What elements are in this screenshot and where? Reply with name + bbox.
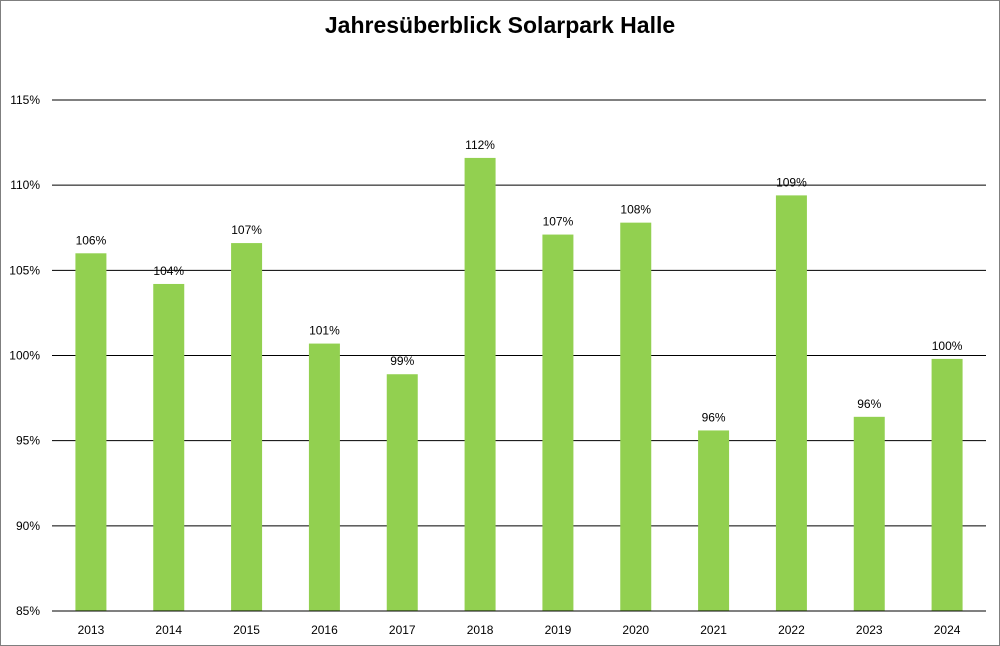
x-tick-label: 2022 <box>778 623 805 637</box>
x-tick-label: 2024 <box>934 623 961 637</box>
y-tick-label: 105% <box>9 263 40 277</box>
bar <box>775 195 807 612</box>
data-label: 101% <box>309 324 340 338</box>
data-label: 96% <box>702 410 726 424</box>
x-tick-label: 2018 <box>467 623 494 637</box>
y-tick-label: 90% <box>16 519 40 533</box>
y-tick-label: 100% <box>9 349 40 363</box>
x-tick-label: 2013 <box>78 623 105 637</box>
bar <box>620 222 652 611</box>
x-tick-label: 2015 <box>233 623 260 637</box>
bar <box>464 157 496 611</box>
y-tick-label: 95% <box>16 434 40 448</box>
y-tick-label: 110% <box>10 178 40 192</box>
y-tick-label: 85% <box>16 604 40 618</box>
data-label: 112% <box>465 138 495 152</box>
bar <box>231 243 263 611</box>
x-axis-ticks: 2013 2014 2015 2016 2017 2018 2019 2020 2021 2022… <box>52 610 986 637</box>
bar <box>386 374 418 611</box>
gridlines <box>52 99 986 612</box>
bar <box>931 358 963 611</box>
chart-title: Jahresüberblick Solarpark Halle <box>324 12 676 38</box>
bar <box>542 234 574 611</box>
x-tick-label: 2020 <box>622 623 649 637</box>
data-labels: 106% 104% 107% 101% 99% 112% 107% 108% 96% 109% 96… <box>76 138 963 425</box>
x-tick-label: 2016 <box>311 623 338 637</box>
data-label: 108% <box>620 203 651 217</box>
data-label: 104% <box>153 264 184 278</box>
bar <box>153 283 185 611</box>
data-label: 106% <box>76 233 107 247</box>
bars <box>75 157 963 612</box>
x-tick-label: 2021 <box>700 623 727 637</box>
bar <box>308 343 340 611</box>
data-label: 100% <box>932 339 963 353</box>
y-tick-label: 115% <box>10 93 40 107</box>
x-tick-label: 2017 <box>389 623 416 637</box>
data-label: 107% <box>231 223 262 237</box>
bar <box>853 416 885 611</box>
data-label: 107% <box>543 215 574 229</box>
data-label: 109% <box>776 175 807 189</box>
x-tick-label: 2023 <box>856 623 883 637</box>
bar <box>698 430 730 611</box>
bar <box>75 253 107 612</box>
data-label: 99% <box>390 354 414 368</box>
x-tick-label: 2019 <box>545 623 572 637</box>
x-tick-label: 2014 <box>155 623 182 637</box>
y-axis-ticks: 85% 90% 95% 100% 105% 110% 115% <box>9 93 40 618</box>
data-label: 96% <box>857 397 881 411</box>
